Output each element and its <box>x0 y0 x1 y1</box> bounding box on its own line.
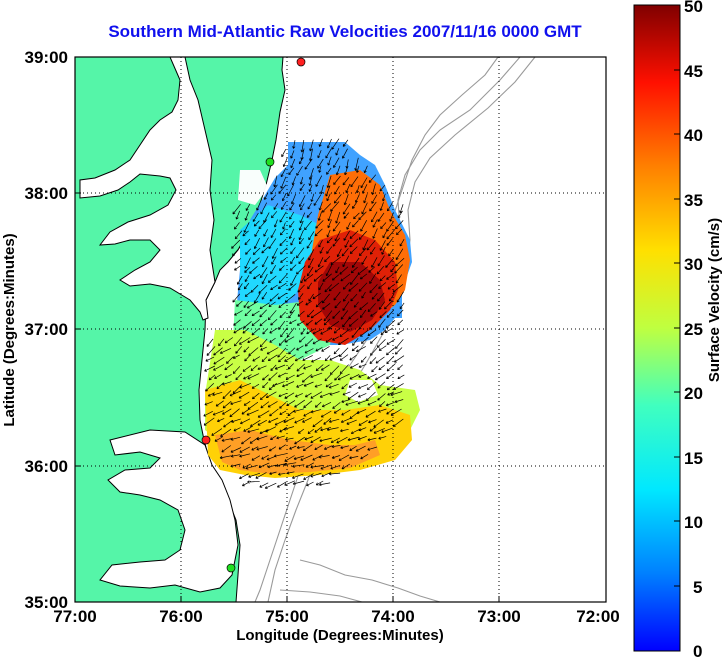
velocity-vectors <box>203 138 405 489</box>
colorbar <box>633 4 681 652</box>
colorbar-tick-label: 50 <box>684 0 703 16</box>
y-tick-label: 36:00 <box>25 457 68 476</box>
x-tick-label: 75:00 <box>265 607 308 626</box>
colorbar-tick-label: 10 <box>684 513 703 532</box>
x-tick-label: 76:00 <box>159 607 202 626</box>
y-tick-label: 39:00 <box>25 48 68 67</box>
y-axis-label: Latitude (Degrees:Minutes) <box>1 233 18 426</box>
vector-arrows <box>203 138 405 489</box>
radar-station-marker <box>201 435 211 445</box>
colorbar-tick-label: 5 <box>693 578 702 597</box>
colorbar-label: Surface Velocity (cm/s) <box>706 218 723 382</box>
colorbar-tick-label: 45 <box>684 62 703 81</box>
colorbar-tick-label: 25 <box>684 320 703 339</box>
x-tick-label: 74:00 <box>371 607 414 626</box>
map-title: Southern Mid-Atlantic Raw Velocities 200… <box>108 22 582 41</box>
y-tick-label: 38:00 <box>25 184 68 203</box>
radar-station-marker <box>296 57 306 67</box>
pamlico-sound <box>99 429 239 593</box>
radar-station-marker <box>226 563 236 573</box>
colorbar-tick-label: 20 <box>684 384 703 403</box>
x-tick-label: 73:00 <box>477 607 520 626</box>
grid-lines <box>75 57 606 602</box>
colorbar-tick-label: 0 <box>693 642 702 659</box>
chesapeake-bay <box>79 57 216 321</box>
x-axis-label: Longitude (Degrees:Minutes) <box>236 627 444 644</box>
x-tick-label: 72:00 <box>576 607 619 626</box>
y-tick-label: 37:00 <box>25 320 68 339</box>
colorbar-tick-label: 40 <box>684 126 703 145</box>
y-tick-label: 35:00 <box>25 593 68 612</box>
radar-station-marker <box>265 157 275 167</box>
colorbar-tick-label: 30 <box>684 255 703 274</box>
x-tick-label: 77:00 <box>53 607 96 626</box>
colorbar-tick-label: 15 <box>684 449 703 468</box>
colorbar-tick-label: 35 <box>684 191 703 210</box>
